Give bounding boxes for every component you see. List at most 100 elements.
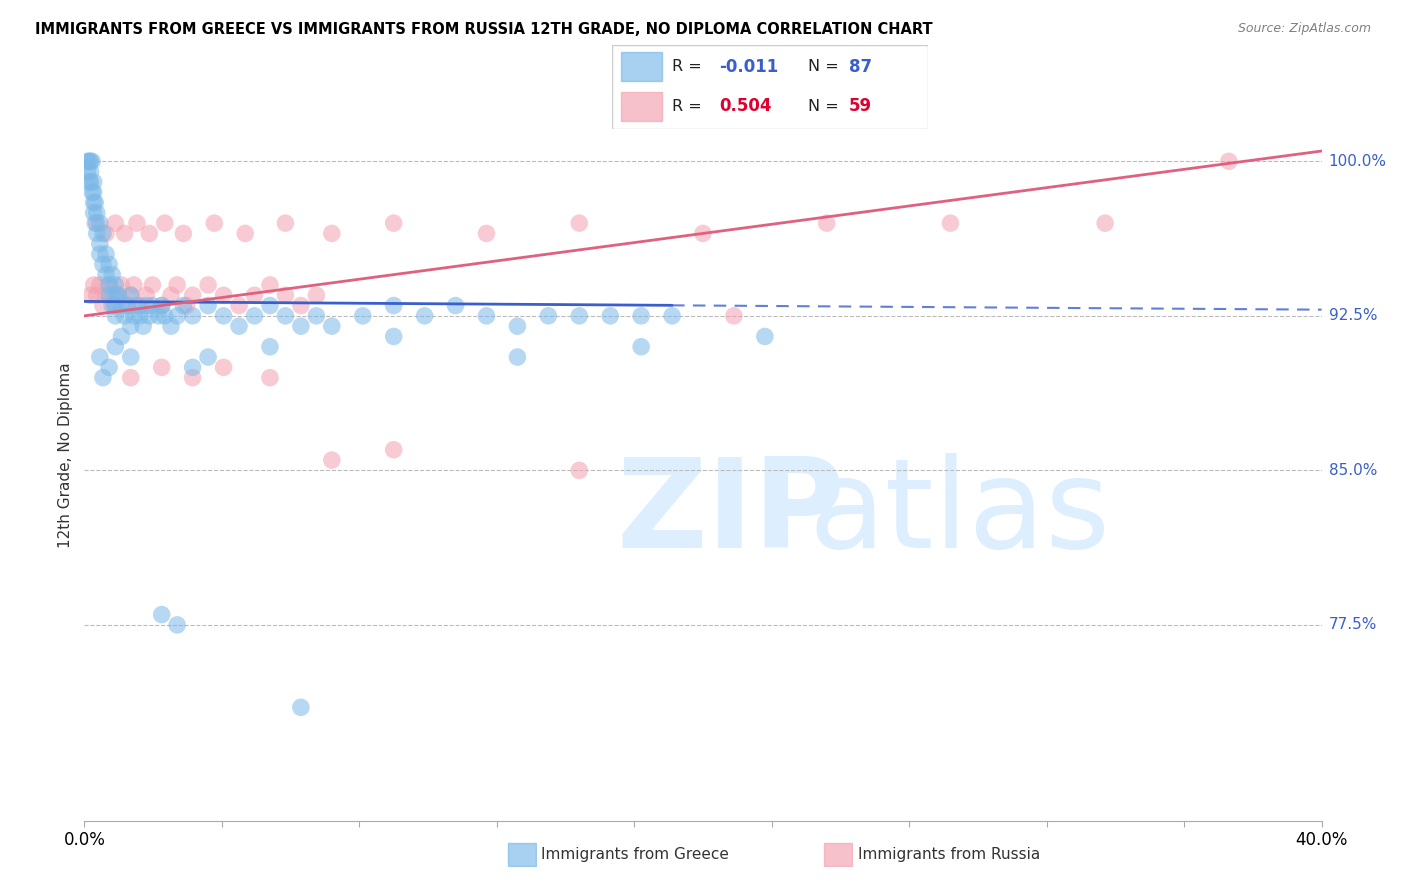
Point [290,299,312,313]
Point [79,164,101,178]
Point [120,350,142,364]
Point [86,206,108,220]
Point [122,309,145,323]
Point [1218,154,1240,169]
Point [76,154,98,169]
Point [76,164,98,178]
Point [89,277,111,292]
Point [212,360,235,375]
Point [176,299,198,313]
Point [86,216,108,230]
Point [150,299,173,313]
Point [197,277,219,292]
Bar [621,92,662,120]
Text: N =: N = [808,99,844,114]
Point [104,277,127,292]
Text: -0.011: -0.011 [720,58,779,76]
Text: 59: 59 [849,97,872,115]
Text: Immigrants from Russia: Immigrants from Russia [858,847,1040,862]
Point [77,154,100,169]
Point [83,185,105,199]
Text: N =: N = [808,59,844,74]
Point [150,607,173,622]
Point [94,288,117,302]
Point [815,216,838,230]
Point [98,277,121,292]
Text: 87: 87 [849,58,872,76]
Point [197,299,219,313]
Point [939,216,962,230]
Point [259,277,281,292]
Point [259,340,281,354]
Point [125,299,148,313]
Point [91,257,114,271]
Point [89,247,111,261]
Point [352,309,374,323]
Text: ZIP: ZIP [616,453,845,574]
Text: R =: R = [672,59,707,74]
Point [77,175,100,189]
Point [114,227,136,241]
Point [107,288,129,302]
Point [132,319,155,334]
Point [104,309,127,323]
Point [104,299,127,313]
Point [101,299,124,313]
Point [114,309,136,323]
Point [98,360,121,375]
Point [537,309,560,323]
Point [233,227,256,241]
Point [506,319,529,334]
Text: Immigrants from Greece: Immigrants from Greece [541,847,730,862]
Point [153,216,176,230]
Point [197,350,219,364]
Point [104,340,127,354]
Point [382,299,405,313]
Point [290,319,312,334]
Point [98,288,121,302]
Point [568,463,591,477]
Point [754,329,776,343]
Point [83,206,105,220]
Point [166,618,188,632]
Text: Source: ZipAtlas.com: Source: ZipAtlas.com [1237,22,1371,36]
Point [104,216,127,230]
Point [321,319,343,334]
Point [117,299,139,313]
Point [83,175,105,189]
Point [135,299,157,313]
Point [120,370,142,384]
Point [181,360,204,375]
Point [110,329,132,343]
Point [166,309,188,323]
Point [181,288,204,302]
Point [475,309,498,323]
Point [135,288,157,302]
Text: 85.0%: 85.0% [1329,463,1376,478]
Point [212,288,235,302]
Point [117,299,139,313]
Point [228,299,250,313]
Point [1094,216,1116,230]
Point [274,309,297,323]
Point [475,227,498,241]
Point [101,268,124,282]
Point [444,299,467,313]
Point [91,370,114,384]
Point [160,319,183,334]
Point [172,299,194,313]
Point [122,277,145,292]
Point [274,288,297,302]
Point [129,299,152,313]
Text: 100.0%: 100.0% [1329,153,1386,169]
Point [89,350,111,364]
Point [141,277,163,292]
Point [125,216,148,230]
Point [382,442,405,457]
Point [290,700,312,714]
Point [84,216,107,230]
Point [82,154,104,169]
Point [98,277,121,292]
Point [692,227,714,241]
Text: 77.5%: 77.5% [1329,617,1376,632]
